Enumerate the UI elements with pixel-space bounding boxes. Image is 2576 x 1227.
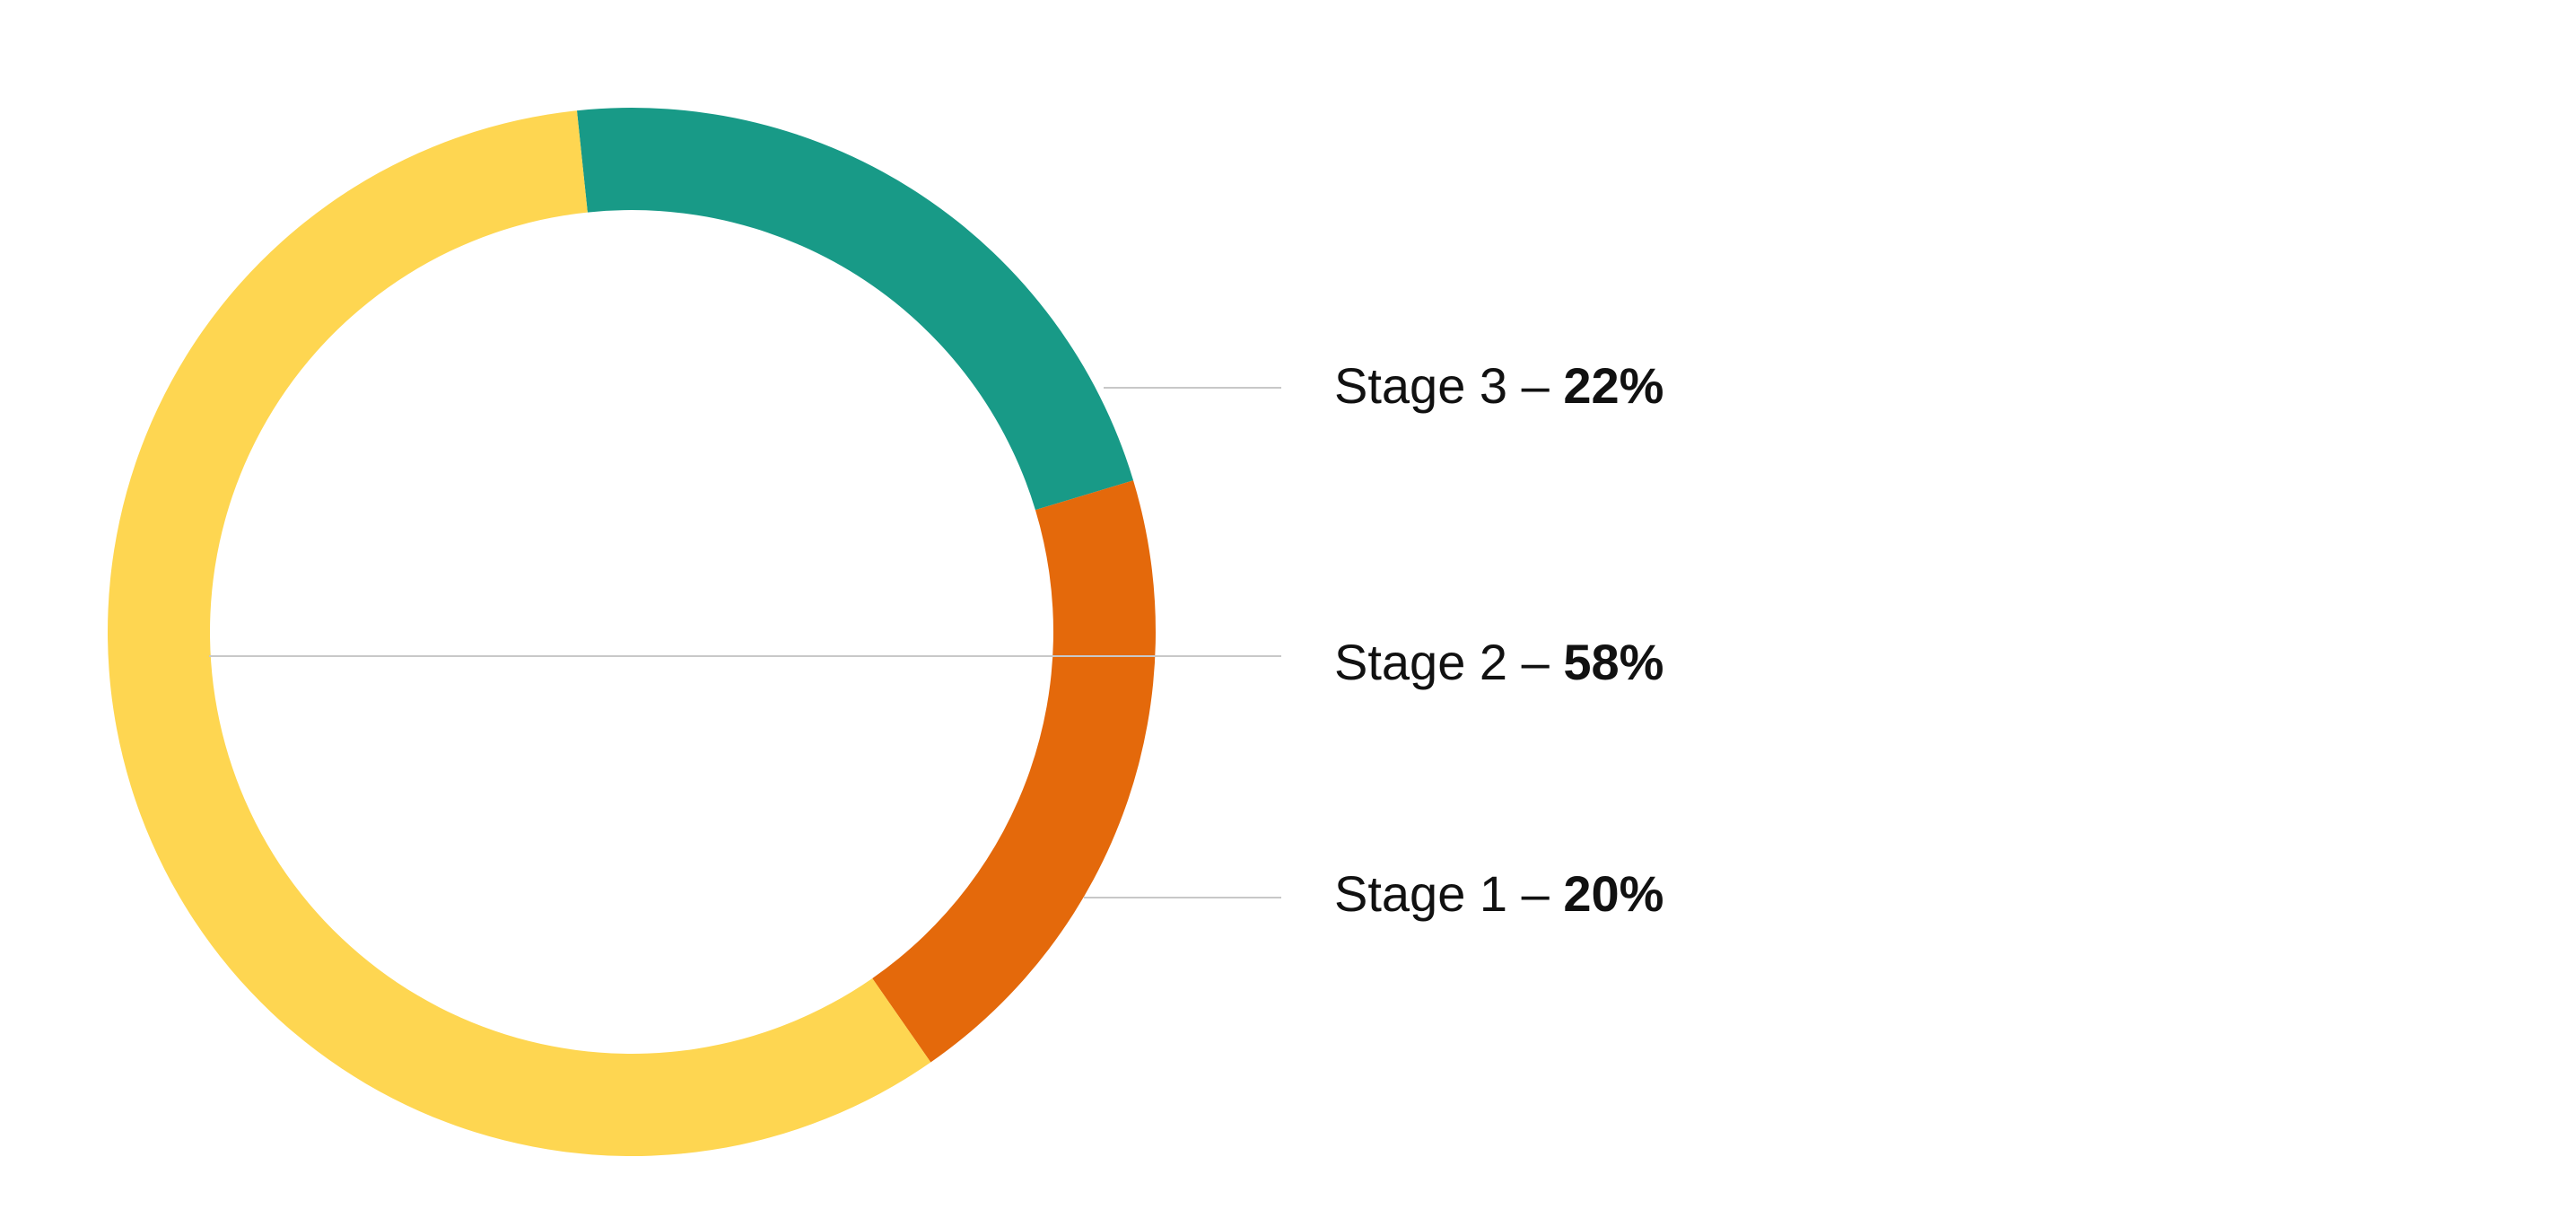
label-stage-1-separator: – xyxy=(1507,865,1563,922)
label-stage-2-name: Stage 2 xyxy=(1334,634,1507,690)
donut-slice-stage-2 xyxy=(108,110,931,1156)
donut-slice-stage-1 xyxy=(872,480,1156,1063)
donut-slice-stage-3 xyxy=(576,108,1134,511)
label-stage-3-name: Stage 3 xyxy=(1334,357,1507,414)
label-stage-2: Stage 2 – 58% xyxy=(1334,634,1663,690)
label-stage-3-value: 22% xyxy=(1563,357,1663,414)
label-stage-3-separator: – xyxy=(1507,357,1563,414)
label-stage-2-separator: – xyxy=(1507,634,1563,690)
label-stage-1-name: Stage 1 xyxy=(1334,865,1507,922)
label-stage-3: Stage 3 – 22% xyxy=(1334,357,1663,414)
label-stage-2-value: 58% xyxy=(1563,634,1663,690)
donut-slices xyxy=(108,108,1156,1156)
label-stage-1-value: 20% xyxy=(1563,865,1663,922)
label-stage-1: Stage 1 – 20% xyxy=(1334,865,1663,922)
